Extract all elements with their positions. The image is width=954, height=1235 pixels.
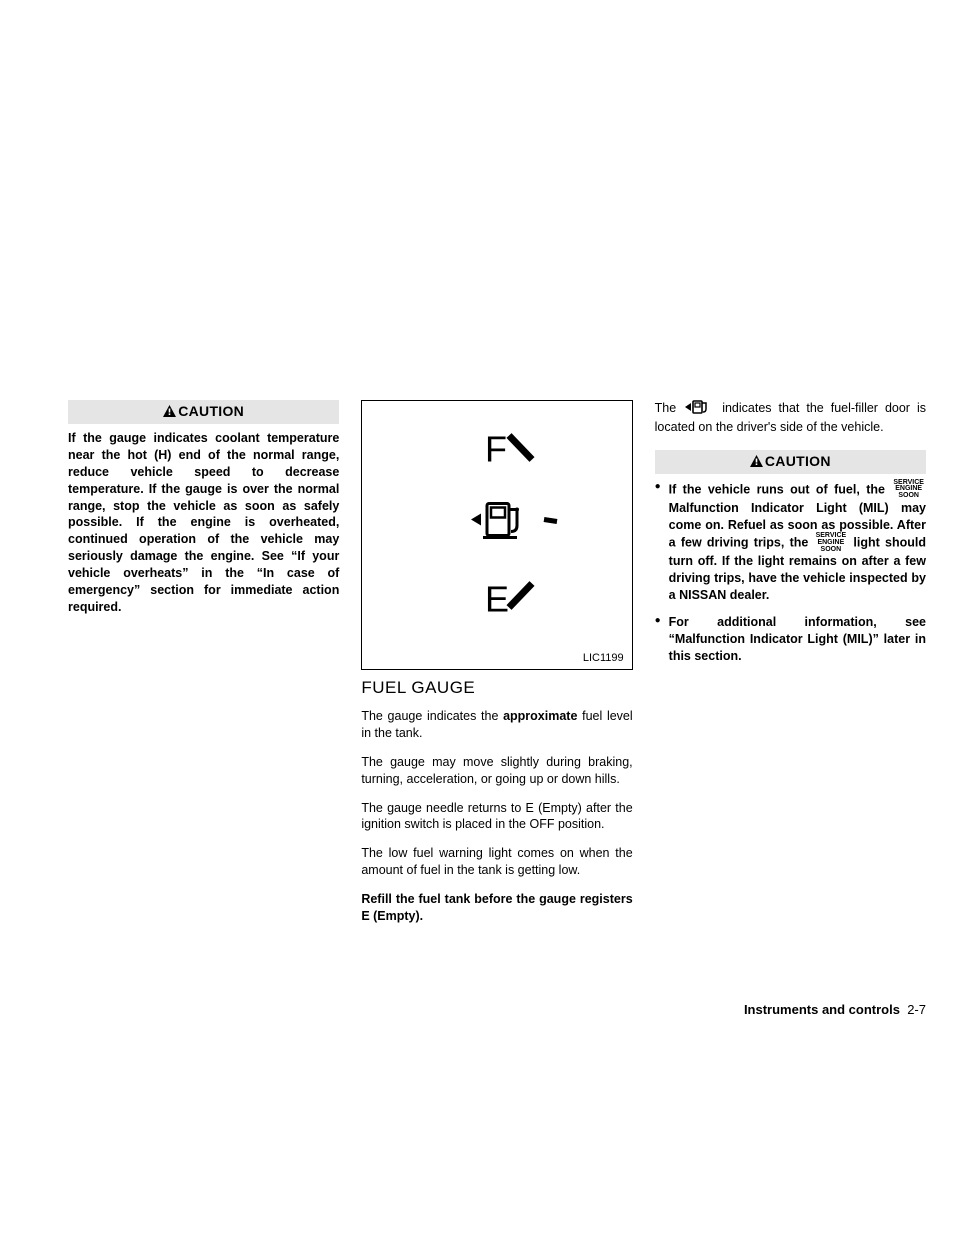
caution-header-left: CAUTION	[68, 400, 339, 424]
gauge-f-label: F	[485, 429, 507, 470]
service-engine-soon-icon: SERVICEENGINESOON	[893, 480, 924, 500]
caution-list-right: If the vehicle runs out of fuel, the SER…	[655, 480, 926, 665]
paragraph-empty-return: The gauge needle returns to E (Empty) af…	[361, 800, 632, 834]
caution-item-see-more: For additional information, see “Malfunc…	[655, 614, 926, 665]
paragraph-low-fuel: The low fuel warning light comes on when…	[361, 845, 632, 879]
footer-section: Instruments and controls	[744, 1002, 900, 1017]
service-engine-soon-icon: SERVICEENGINESOON	[816, 533, 847, 553]
fuel-gauge-icon: F E	[417, 422, 577, 627]
footer-page: 2-7	[907, 1002, 926, 1017]
fuel-gauge-figure: F E LIC	[361, 400, 632, 670]
page-content: CAUTION If the gauge indicates coolant t…	[68, 400, 926, 937]
caution-body-left: If the gauge indicates coolant temperatu…	[68, 430, 339, 616]
column-middle: F E LIC	[361, 400, 632, 937]
page-footer: Instruments and controls 2-7	[744, 1002, 926, 1017]
fuel-door-arrow-icon	[685, 400, 709, 419]
figure-id-label: LIC1199	[583, 652, 624, 664]
column-left: CAUTION If the gauge indicates coolant t…	[68, 400, 339, 937]
fuel-door-side-paragraph: The indicates that the fuel-filler door …	[655, 400, 926, 436]
paragraph-refill: Refill the fuel tank before the gauge re…	[361, 891, 632, 925]
paragraph-approximate: The gauge indicates the approximate fuel…	[361, 708, 632, 742]
caution-label: CAUTION	[178, 403, 244, 419]
caution-item-mil: If the vehicle runs out of fuel, the SER…	[655, 480, 926, 604]
warning-triangle-icon	[750, 454, 763, 470]
gauge-e-label: E	[485, 579, 509, 620]
caution-header-right: CAUTION	[655, 450, 926, 474]
column-right: The indicates that the fuel-filler door …	[655, 400, 926, 937]
warning-triangle-icon	[163, 404, 176, 420]
paragraph-move: The gauge may move slightly during braki…	[361, 754, 632, 788]
section-title: FUEL GAUGE	[361, 678, 632, 698]
caution-label: CAUTION	[765, 453, 831, 469]
